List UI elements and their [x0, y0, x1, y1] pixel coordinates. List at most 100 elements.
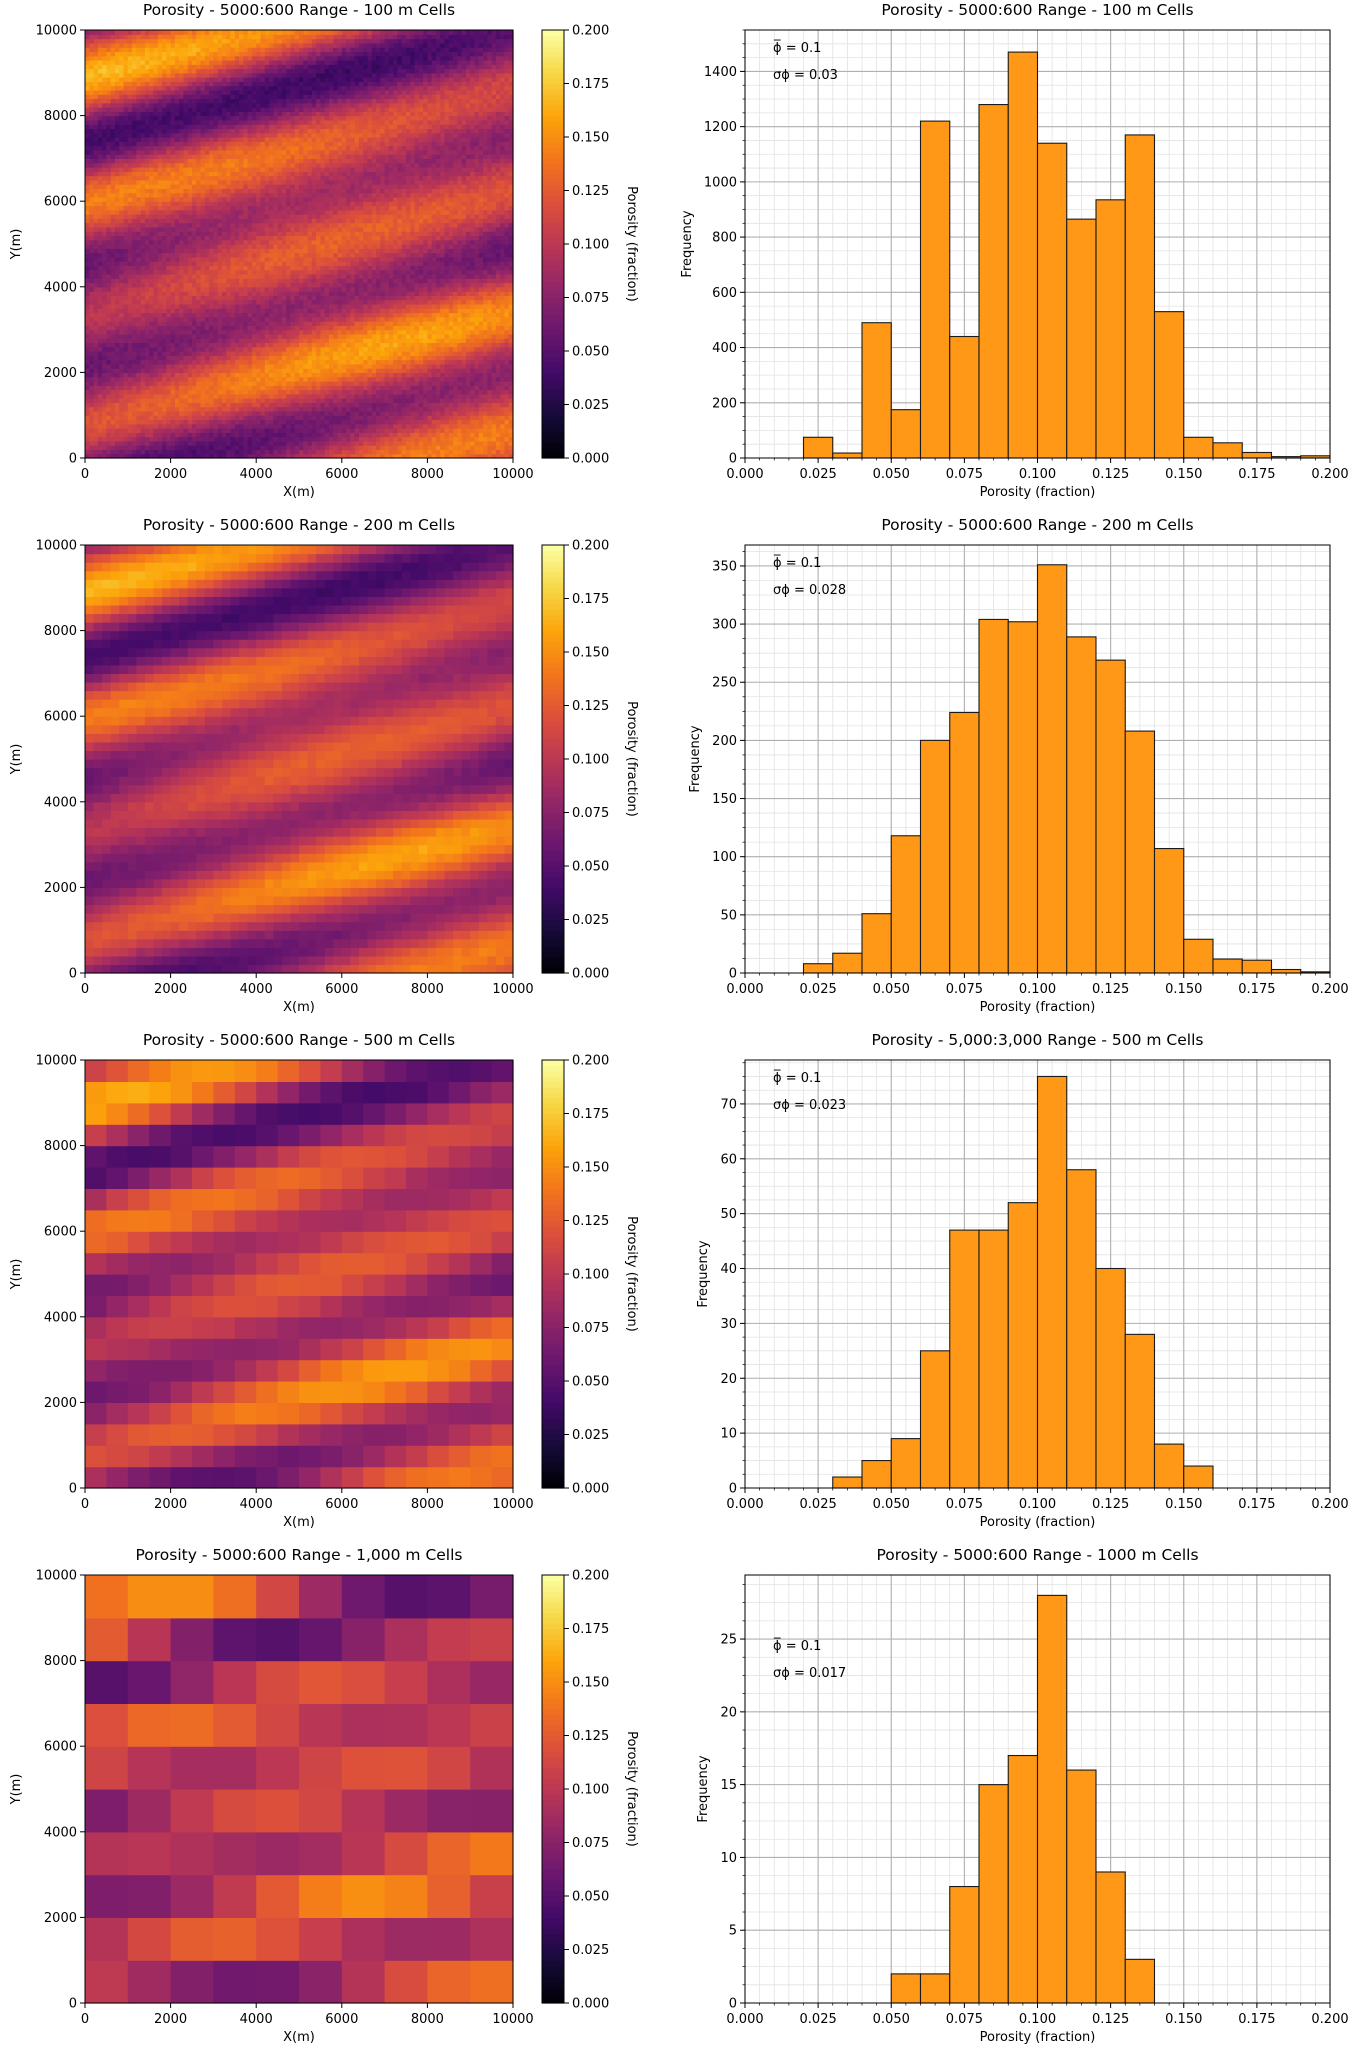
map-cell	[234, 423, 240, 429]
map-cell	[423, 449, 428, 455]
map-cell	[333, 325, 339, 331]
map-cell	[277, 363, 283, 369]
map-cell	[102, 303, 107, 309]
map-cell	[200, 359, 206, 365]
map-cell	[299, 321, 304, 326]
map-cell	[406, 351, 411, 356]
map-cell	[114, 273, 120, 279]
map-cell	[153, 256, 159, 262]
map-cell	[140, 419, 146, 425]
map-cell	[183, 380, 189, 386]
map-cell	[303, 380, 309, 386]
map-cell	[277, 342, 283, 348]
map-cell	[500, 398, 506, 403]
map-cell	[504, 273, 510, 279]
map-cell	[341, 393, 347, 399]
map-cell	[444, 440, 450, 446]
map-cell	[483, 351, 488, 356]
map-cell	[333, 295, 339, 301]
map-cell	[192, 312, 197, 318]
map-cell	[414, 376, 420, 382]
map-cell	[350, 295, 356, 301]
map-cell	[106, 376, 112, 382]
map-cell	[431, 338, 437, 344]
map-cell	[119, 256, 125, 262]
map-cell	[269, 453, 274, 459]
map-cell	[136, 329, 142, 335]
map-cell	[320, 299, 326, 305]
map-cell	[414, 325, 420, 331]
map-cell	[226, 269, 232, 275]
map-cell	[474, 351, 480, 356]
map-cell	[380, 312, 386, 318]
map-cell	[221, 256, 227, 262]
map-cell	[226, 244, 232, 249]
map-cell	[123, 355, 129, 361]
map-cell	[324, 256, 330, 262]
map-cell	[358, 359, 364, 365]
map-cell	[162, 385, 167, 391]
map-cell	[251, 252, 257, 258]
map-cell	[354, 385, 360, 391]
map-cell	[230, 419, 236, 425]
map-cell	[508, 338, 514, 344]
map-cell	[119, 440, 125, 446]
map-cell	[183, 351, 189, 356]
map-cell	[431, 244, 437, 249]
map-cell	[277, 372, 283, 378]
map-cell	[465, 316, 471, 322]
map-cell	[461, 273, 467, 279]
map-cell	[337, 316, 343, 322]
map-cell	[286, 299, 292, 305]
map-cell	[388, 428, 394, 433]
map-cell	[380, 372, 386, 378]
map-cell	[196, 440, 202, 446]
map-cell	[277, 432, 283, 438]
map-cell	[226, 402, 232, 408]
map-cell	[85, 299, 90, 305]
map-cell	[444, 389, 450, 395]
map-cell	[448, 372, 454, 378]
map-cell	[290, 406, 296, 412]
map-cell	[350, 376, 356, 382]
map-cell	[427, 351, 433, 356]
map-cell	[144, 393, 150, 399]
map-cell	[243, 359, 249, 365]
map-cell	[333, 308, 339, 314]
map-cell	[470, 445, 476, 451]
map-cell	[277, 273, 283, 279]
map-cell	[363, 303, 369, 309]
map-cell	[410, 428, 416, 433]
map-cell	[204, 282, 210, 288]
map-cell	[234, 269, 240, 275]
map-cell	[273, 265, 279, 271]
map-cell	[440, 303, 446, 309]
map-cell	[162, 359, 167, 365]
map-cell	[431, 423, 437, 429]
map-cell	[269, 436, 274, 442]
map-cell	[97, 248, 103, 254]
map-cell	[89, 376, 95, 382]
map-cell	[328, 321, 334, 326]
map-cell	[341, 428, 347, 433]
map-cell	[427, 338, 433, 344]
map-cell	[281, 346, 287, 352]
map-cell	[132, 380, 137, 386]
map-cell	[435, 282, 441, 288]
map-cell	[157, 325, 163, 331]
map-cell	[234, 359, 240, 365]
map-cell	[470, 308, 476, 314]
map-cell	[106, 359, 112, 365]
map-cell	[311, 269, 317, 275]
map-cell	[114, 449, 120, 455]
map-cell	[192, 398, 197, 403]
map-cell	[354, 380, 360, 386]
map-cell	[162, 406, 167, 412]
map-cell	[209, 321, 214, 326]
map-cell	[136, 406, 142, 412]
map-cell	[393, 265, 399, 271]
map-cell	[358, 380, 364, 386]
map-cell	[427, 286, 433, 292]
map-cell	[435, 402, 441, 408]
map-cell	[234, 351, 240, 356]
